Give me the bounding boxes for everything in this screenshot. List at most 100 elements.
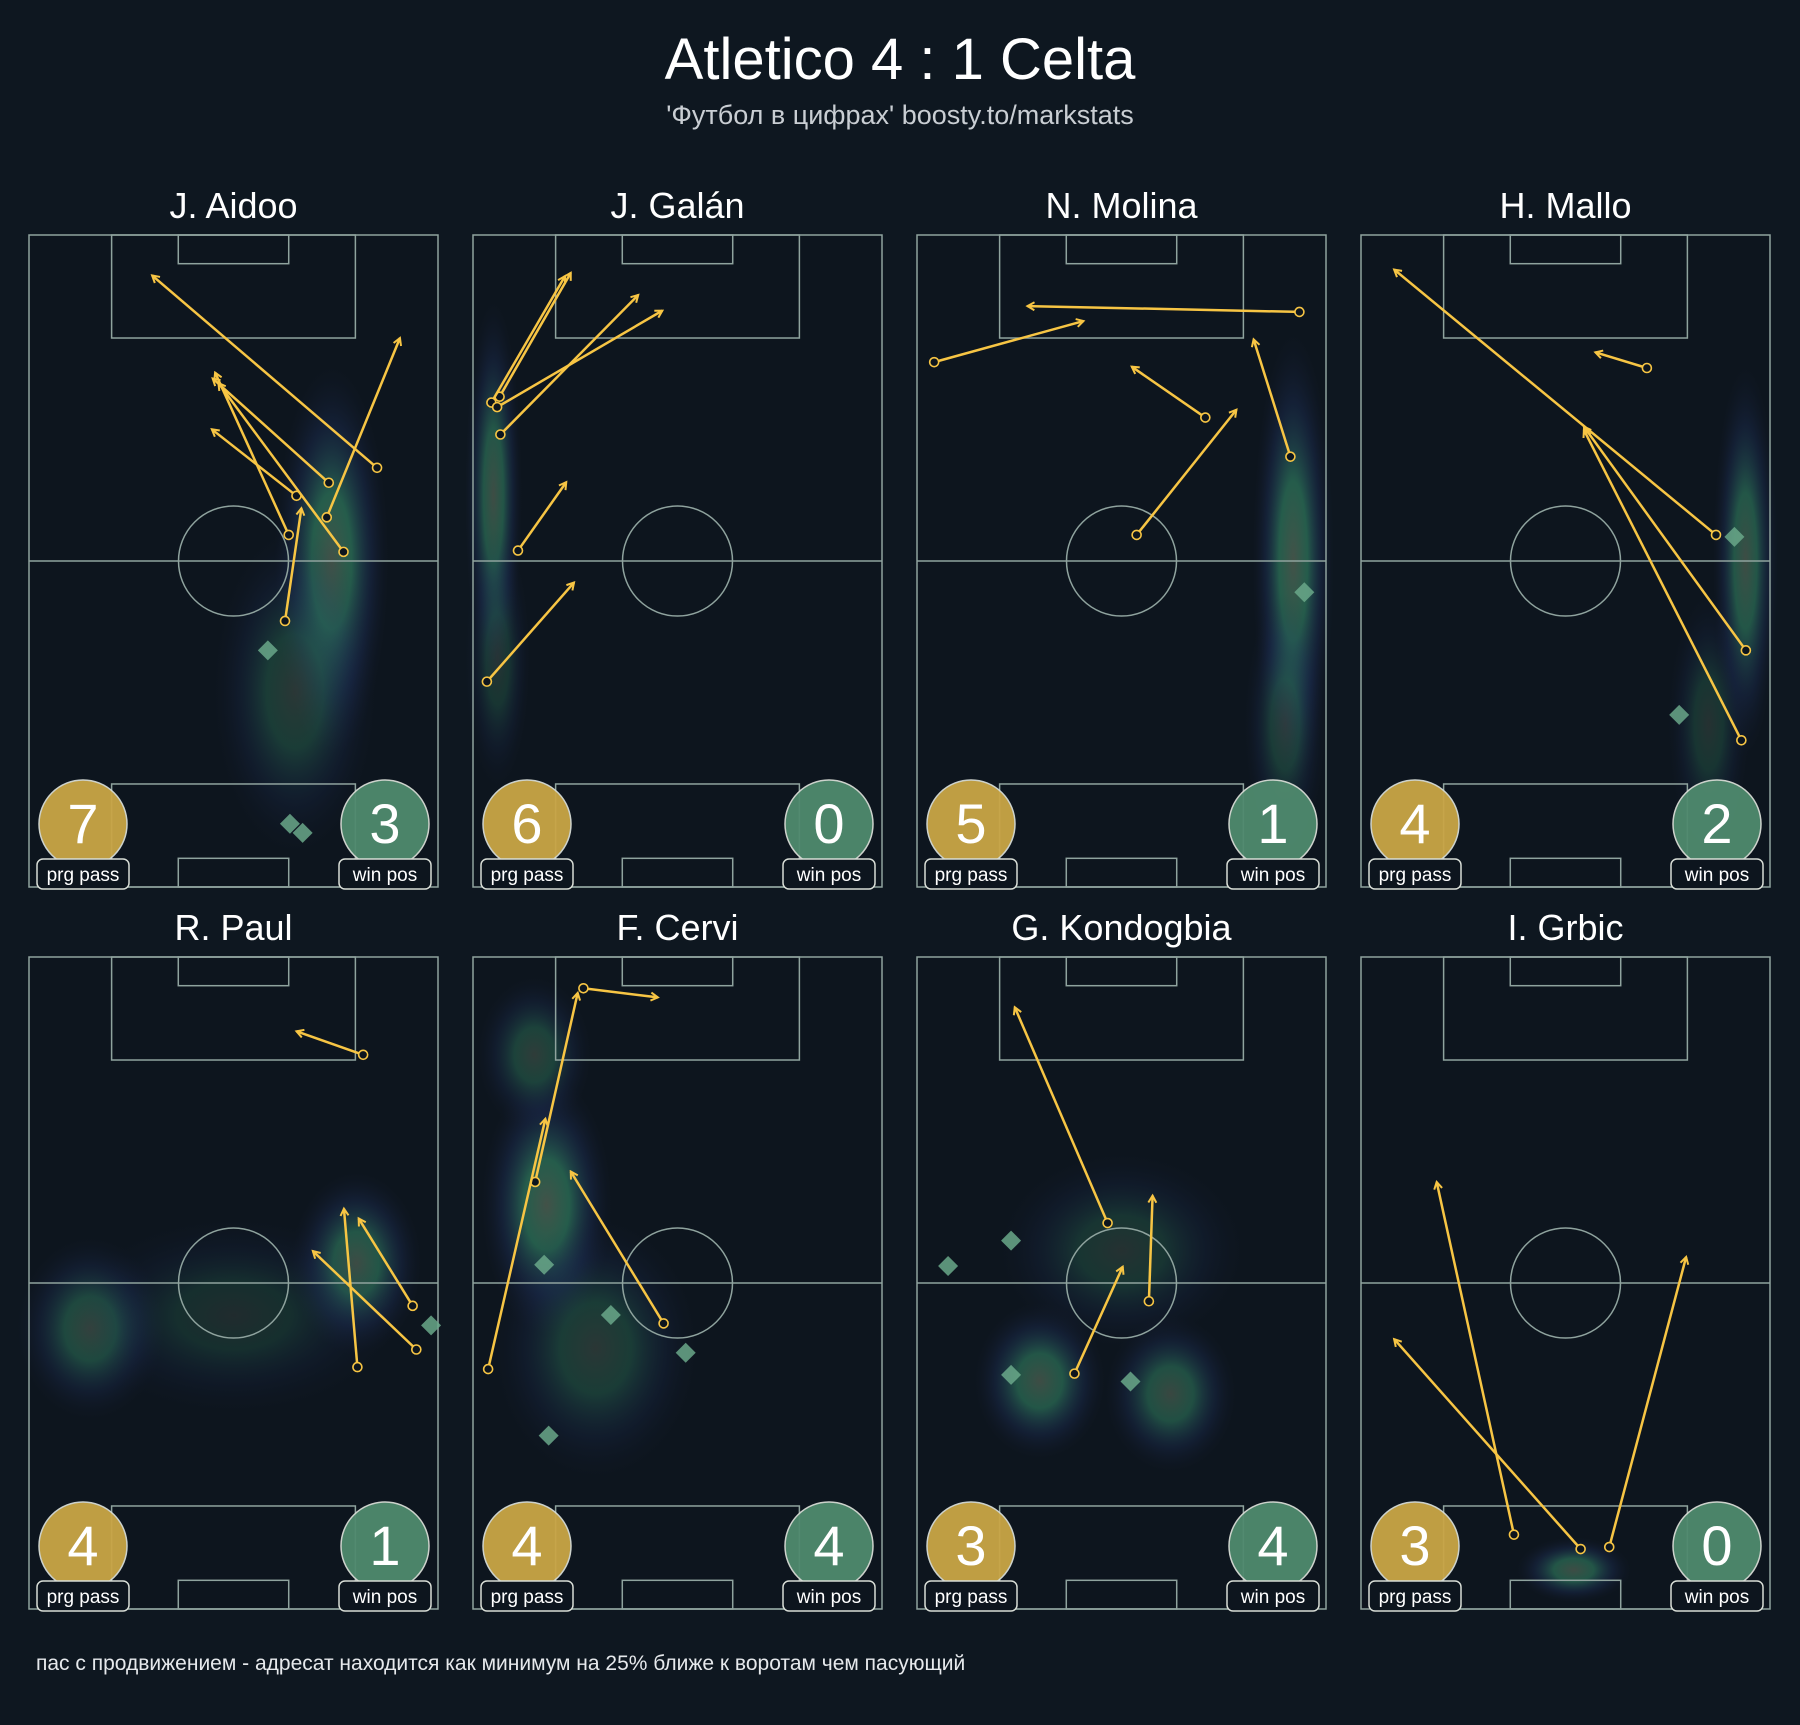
pass-origin — [578, 982, 589, 994]
prg-label: prg pass — [935, 865, 1008, 886]
pass-arrow — [1608, 1257, 1686, 1548]
prg-label: prg pass — [47, 865, 120, 886]
pass-arrow — [1135, 410, 1237, 536]
bottom-six-yard-box — [621, 1579, 734, 1610]
pass-arrow — [1437, 1182, 1516, 1535]
pass-origin — [321, 512, 333, 523]
win-count: 1 — [1257, 792, 1288, 855]
pitch: 3 prg pass 4 win pos — [916, 956, 1327, 1612]
top-six-yard-box — [1065, 956, 1178, 987]
pass-arrow — [583, 987, 657, 997]
pass-arrow — [1254, 339, 1292, 458]
chart-subtitle: 'Футбол в цифрах' boosty.to/markstats — [666, 100, 1134, 130]
pass-origin — [323, 477, 335, 489]
pass-origin — [491, 401, 503, 413]
pass-origin — [283, 529, 295, 541]
win-label: win pos — [352, 1587, 417, 1608]
top-six-yard-box — [1065, 234, 1178, 265]
pass-arrow — [486, 1119, 545, 1370]
win-label: win pos — [1240, 1587, 1305, 1608]
win-possession-diamond — [1001, 1364, 1022, 1385]
prg-label-box — [480, 858, 574, 890]
pass-origin — [1508, 1529, 1520, 1540]
win-label-box — [338, 1580, 432, 1612]
prg-count: 7 — [67, 792, 98, 855]
win-label-box — [1226, 858, 1320, 890]
pass-arrow — [296, 1031, 364, 1056]
pass-arrow — [212, 429, 298, 497]
player-panel: R. Paul 4 prg pass 1 win pos — [16, 907, 442, 1613]
pitch: 4 prg pass 1 win pos — [16, 956, 442, 1612]
center-circle — [621, 1227, 734, 1339]
pitch: 4 prg pass 2 win pos — [1360, 234, 1779, 890]
bottom-six-yard-box — [177, 857, 290, 888]
pass-origin — [1641, 362, 1653, 374]
pass-arrow — [344, 1209, 359, 1368]
win-label: win pos — [1240, 865, 1305, 886]
top-six-yard-box — [177, 956, 290, 987]
pass-arrow — [516, 482, 566, 552]
win-label-box — [782, 1580, 876, 1612]
pass-arrow — [490, 276, 567, 404]
pass-origin — [928, 356, 940, 368]
pass-origin — [1736, 734, 1747, 746]
player-panel: I. Grbic 3 prg pass 0 win pos — [1360, 907, 1771, 1613]
pitch: 4 prg pass 4 win pos — [472, 956, 883, 1612]
pass-arrow — [496, 309, 662, 409]
prg-label: prg pass — [491, 865, 564, 886]
bottom-six-yard-box — [1509, 1579, 1622, 1610]
pass-arrow — [933, 321, 1083, 364]
center-circle — [177, 1227, 290, 1339]
pass-arrow — [1394, 1339, 1582, 1550]
center-circle — [1065, 505, 1178, 617]
pass-origin — [407, 1300, 418, 1312]
heatmap-blob — [974, 1302, 1106, 1460]
top-six-yard-box — [621, 956, 734, 987]
bottom-six-yard-box — [1065, 857, 1178, 888]
pitch: 6 prg pass 0 win pos — [464, 234, 883, 890]
prg-label-box — [480, 1580, 574, 1612]
player-name: F. Cervi — [616, 907, 739, 948]
win-possession-diamond — [1120, 1371, 1141, 1392]
win-possession-diamond — [279, 813, 300, 834]
prg-label: prg pass — [1379, 865, 1452, 886]
win-possession-diamond — [1724, 526, 1745, 547]
pass-origin — [1575, 1543, 1586, 1555]
pass-arrow — [485, 583, 574, 683]
pass-arrow — [1584, 430, 1743, 741]
win-label-box — [338, 858, 432, 890]
pass-arrow — [1073, 1267, 1122, 1375]
pass-origin — [658, 1318, 669, 1329]
pass-origin — [1285, 451, 1296, 462]
center-circle — [1509, 1227, 1622, 1339]
center-circle — [177, 505, 290, 617]
player-name: J. Aidoo — [169, 185, 298, 226]
pass-origin — [371, 462, 383, 474]
pass-origin — [352, 1361, 363, 1373]
heatmap-blob — [998, 1152, 1245, 1349]
player-name: I. Grbic — [1507, 907, 1624, 948]
center-circle — [621, 505, 734, 617]
pass-origin — [481, 676, 493, 687]
win-label-box — [1226, 1580, 1320, 1612]
player-name: N. Molina — [1045, 185, 1198, 226]
pass-origin — [411, 1344, 422, 1355]
pass-origin — [1102, 1217, 1113, 1229]
chart-title: Atletico 4 : 1 Celta — [664, 27, 1136, 92]
top-six-yard-box — [1509, 234, 1622, 265]
win-label: win pos — [796, 865, 861, 886]
win-possession-diamond — [1001, 1230, 1022, 1251]
pass-origin — [1131, 529, 1142, 541]
win-label: win pos — [1684, 865, 1749, 886]
top-six-yard-box — [1509, 956, 1622, 987]
player-panel: H. Mallo 4 prg pass 2 win pos — [1360, 185, 1779, 891]
pass-origin — [1200, 412, 1211, 423]
player-name: G. Kondogbia — [1011, 907, 1232, 948]
pass-arrow — [1027, 306, 1300, 314]
win-possession-diamond — [292, 822, 313, 843]
pass-origin — [482, 1363, 494, 1375]
top-six-yard-box — [621, 234, 734, 265]
pass-origin — [495, 429, 506, 440]
prg-label: prg pass — [47, 1587, 120, 1608]
bottom-six-yard-box — [621, 857, 734, 888]
